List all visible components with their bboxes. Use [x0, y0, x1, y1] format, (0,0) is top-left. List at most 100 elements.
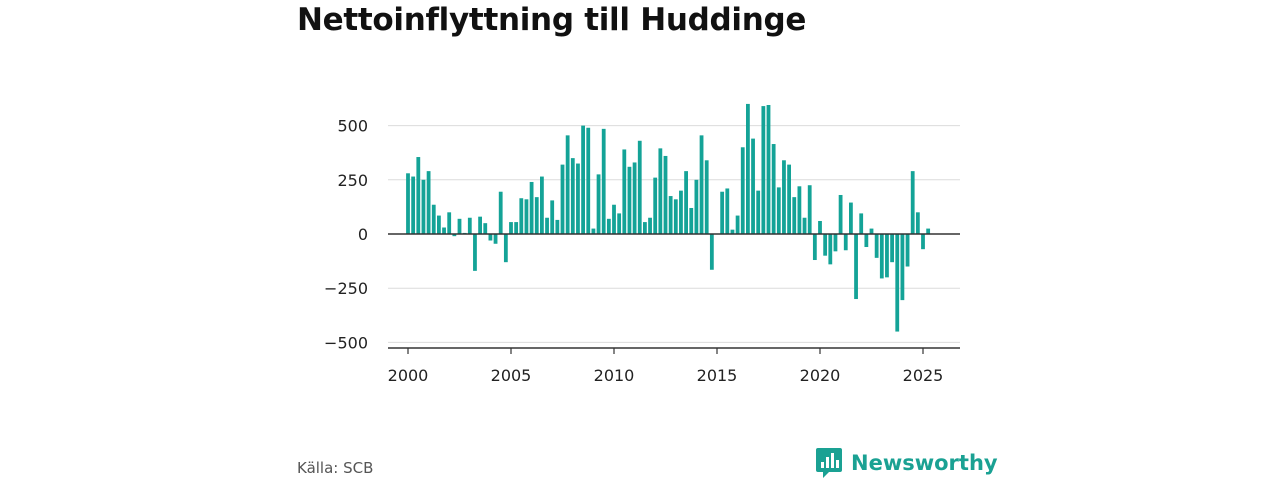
x-tick-label: 2010: [594, 366, 635, 385]
axes: [388, 233, 960, 354]
bar: [653, 177, 658, 234]
bar: [679, 190, 683, 234]
bar: [519, 198, 524, 234]
bar: [529, 181, 534, 234]
x-tick-label: 2025: [903, 366, 944, 385]
bars: [406, 103, 931, 332]
bar: [926, 228, 931, 234]
bar: [550, 200, 555, 234]
x-tick-label: 2000: [388, 366, 429, 385]
y-tick-labels: 500 250 0 −250 −500: [324, 117, 368, 353]
bar: [921, 234, 925, 250]
chart-title: Nettoinflyttning till Huddinge: [297, 2, 807, 38]
bar: [606, 218, 611, 234]
bar: [776, 187, 781, 234]
bar: [694, 179, 699, 234]
bar: [751, 138, 755, 234]
bar: [514, 222, 519, 234]
brand-logo: Newsworthy: [815, 446, 998, 480]
bar: [756, 190, 761, 234]
bar: [612, 204, 616, 234]
bar: [849, 202, 853, 234]
bar: [735, 215, 740, 234]
bar: [910, 171, 915, 234]
bar: [565, 135, 570, 234]
bar: [797, 186, 802, 234]
bar: [782, 160, 786, 234]
bar: [869, 228, 874, 234]
bar: [823, 234, 828, 256]
bar: [771, 144, 776, 234]
bar: [509, 222, 513, 234]
bar: [426, 171, 431, 234]
bar: [416, 157, 421, 234]
bar: [900, 234, 905, 301]
bar: [540, 176, 544, 234]
y-tick-label: 500: [337, 117, 368, 136]
bar: [503, 234, 508, 263]
bar: [740, 147, 745, 234]
bar: [648, 217, 652, 234]
bar: [545, 217, 549, 234]
bar: [421, 179, 426, 234]
source-note: Källa: SCB: [297, 459, 374, 477]
bar: [766, 105, 771, 234]
y-tick-label: 0: [358, 225, 368, 244]
bar: [725, 188, 730, 234]
bar: [761, 106, 766, 234]
bar: [828, 234, 833, 265]
bar: [833, 234, 838, 252]
bar: [658, 148, 663, 234]
bar: [709, 234, 714, 270]
bar: [483, 223, 488, 234]
bar: [673, 199, 678, 234]
bar: [473, 234, 477, 271]
x-tick-label: 2005: [491, 366, 532, 385]
bar: [689, 207, 694, 234]
bar: [704, 160, 709, 234]
bar: [807, 185, 812, 234]
bar: [864, 234, 869, 248]
bar: [411, 176, 416, 234]
bar: [854, 234, 858, 300]
bar: [596, 174, 601, 234]
bar: [663, 155, 668, 234]
bar: [905, 234, 910, 267]
bar: [581, 125, 585, 234]
bar: [457, 218, 462, 234]
bar: [818, 220, 822, 234]
bar: [622, 149, 627, 234]
brand-name: Newsworthy: [851, 451, 998, 475]
bar: [890, 234, 894, 263]
bar: [570, 158, 575, 234]
bar: [802, 217, 807, 234]
grid-lines: [388, 125, 960, 343]
bar: [555, 219, 560, 234]
bar: [746, 103, 750, 234]
bar: [684, 171, 688, 234]
y-tick-label: −500: [324, 333, 368, 352]
bar: [576, 163, 580, 234]
bar: [560, 164, 565, 234]
bar: [452, 234, 457, 237]
bar: [617, 213, 622, 234]
bar: [699, 135, 704, 234]
bar: [859, 213, 864, 234]
bar: [437, 215, 441, 234]
bar: [668, 196, 673, 234]
bar: [498, 191, 503, 234]
newsworthy-logo-icon: [816, 448, 842, 478]
bar: [442, 227, 446, 234]
bar: [838, 194, 843, 234]
bar: [787, 164, 791, 234]
bar: [632, 162, 637, 234]
x-tick-label: 2020: [800, 366, 841, 385]
bar: [885, 234, 889, 278]
bar: [478, 216, 482, 234]
bar: [447, 212, 452, 234]
bar: [643, 222, 647, 234]
bar: [601, 128, 606, 234]
bar: [586, 127, 591, 234]
y-tick-label: 250: [337, 171, 368, 190]
